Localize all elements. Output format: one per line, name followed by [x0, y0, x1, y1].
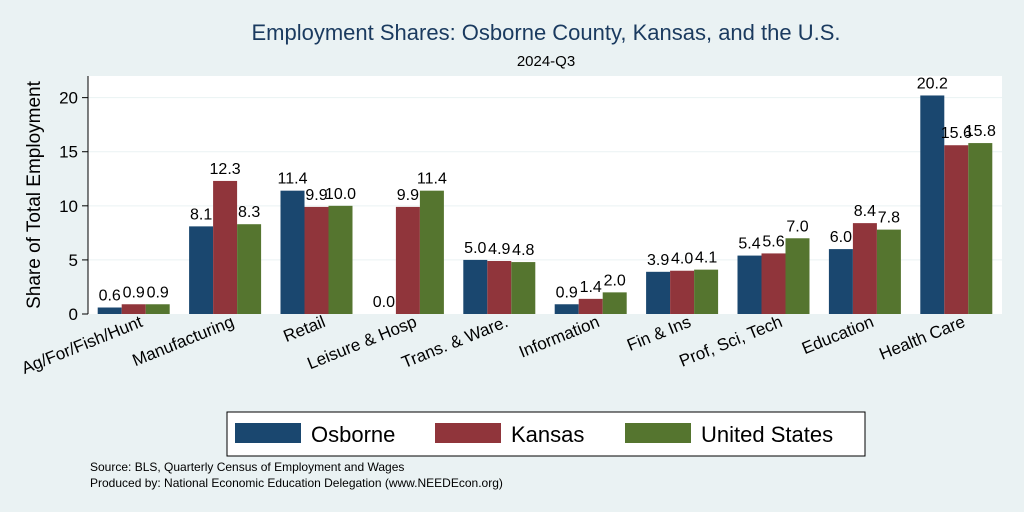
- bar-kansas-4: [487, 260, 512, 314]
- data-label: 15.8: [965, 123, 996, 140]
- data-label: 5.6: [762, 233, 784, 250]
- bar-kansas-7: [761, 253, 786, 314]
- bar-united-states-1: [237, 224, 262, 314]
- bar-kansas-6: [670, 270, 695, 314]
- data-label: 11.4: [417, 171, 447, 188]
- legend-swatch-kansas: [435, 423, 501, 443]
- data-label: 4.0: [671, 251, 693, 268]
- bar-osborne-6: [646, 271, 671, 314]
- produced-by-note: Produced by: National Economic Education…: [90, 476, 503, 490]
- bar-osborne-1: [189, 226, 214, 314]
- bar-united-states-2: [328, 205, 353, 314]
- source-note: Source: BLS, Quarterly Census of Employm…: [90, 460, 404, 474]
- bar-united-states-7: [785, 238, 810, 314]
- data-labels: 0.6 0.9 0.98.112.38.311.49.910.00.09.911.4…: [99, 75, 996, 311]
- data-label: 7.8: [878, 210, 900, 227]
- bar-united-states-5: [602, 292, 627, 314]
- legend-entries: Osborne Kansas United States: [235, 422, 833, 447]
- bar-united-states-8: [876, 229, 901, 314]
- data-label: 6.0: [830, 229, 852, 246]
- data-label: 1.4: [580, 279, 602, 296]
- data-label: 0.6: [99, 288, 121, 305]
- data-label: 9.9: [397, 187, 419, 204]
- legend-label-osborne: Osborne: [311, 422, 395, 447]
- data-label: 0.0: [373, 294, 395, 311]
- bar-kansas-2: [304, 206, 329, 314]
- bar-osborne-7: [737, 255, 762, 314]
- data-label: 0.9: [147, 284, 169, 301]
- bar-osborne-8: [828, 249, 853, 314]
- data-label: 8.4: [854, 203, 876, 220]
- y-tick-label-0: 0: [69, 305, 78, 324]
- data-label: 15.6: [941, 125, 972, 142]
- bar-osborne-0: [97, 307, 122, 314]
- bar-united-states-3: [419, 190, 444, 314]
- y-tick-label-20: 20: [59, 89, 78, 108]
- data-label: 0.9: [556, 284, 578, 301]
- data-label: 4.1: [695, 250, 717, 267]
- data-label: 8.3: [238, 204, 260, 221]
- data-label: 5.4: [738, 236, 760, 253]
- bar-osborne-2: [280, 190, 305, 314]
- data-label: 4.9: [488, 241, 510, 258]
- legend-label-united-states: United States: [701, 422, 833, 447]
- bar-kansas-3: [395, 206, 420, 314]
- legend-swatch-osborne: [235, 423, 301, 443]
- bar-united-states-9: [968, 143, 993, 314]
- data-label: 5.0: [464, 240, 486, 257]
- data-label: 10.0: [325, 186, 356, 203]
- data-label: 3.9: [647, 252, 669, 269]
- data-label: 2.0: [604, 272, 626, 289]
- data-label: 12.3: [210, 161, 241, 178]
- bar-kansas-0: [121, 304, 146, 314]
- bar-osborne-5: [554, 304, 579, 314]
- data-label: 0.9: [123, 284, 145, 301]
- bar-osborne-9: [920, 95, 945, 315]
- data-label: 8.1: [190, 206, 212, 223]
- legend-label-kansas: Kansas: [511, 422, 584, 447]
- bar-kansas-9: [944, 145, 969, 314]
- bar-united-states-6: [694, 269, 719, 314]
- data-label: 11.4: [278, 171, 308, 188]
- data-label: 20.2: [917, 75, 948, 92]
- legend-box: [226, 411, 866, 457]
- chart-title: Employment Shares: Osborne County, Kansa…: [251, 20, 840, 45]
- bar-kansas-1: [213, 180, 238, 314]
- bar-kansas-5: [578, 298, 603, 314]
- legend: Osborne Kansas United States: [226, 411, 866, 457]
- bar-osborne-4: [463, 259, 488, 314]
- bar-kansas-8: [852, 223, 877, 314]
- data-label: 7.0: [786, 218, 808, 235]
- y-tick-label-15: 15: [59, 143, 78, 162]
- chart-subtitle: 2024-Q3: [517, 53, 575, 70]
- bar-united-states-0: [145, 304, 170, 314]
- bar-united-states-4: [511, 262, 536, 314]
- data-label: 9.9: [305, 187, 327, 204]
- bars: [97, 95, 993, 315]
- y-tick-label-5: 5: [69, 251, 78, 270]
- y-axis-title: Share of Total Employment: [24, 80, 45, 308]
- y-axis-ticks: 0 5 10 15 20: [59, 89, 88, 324]
- data-label: 4.8: [512, 242, 534, 259]
- y-tick-label-10: 10: [59, 197, 78, 216]
- legend-swatch-united-states: [625, 423, 691, 443]
